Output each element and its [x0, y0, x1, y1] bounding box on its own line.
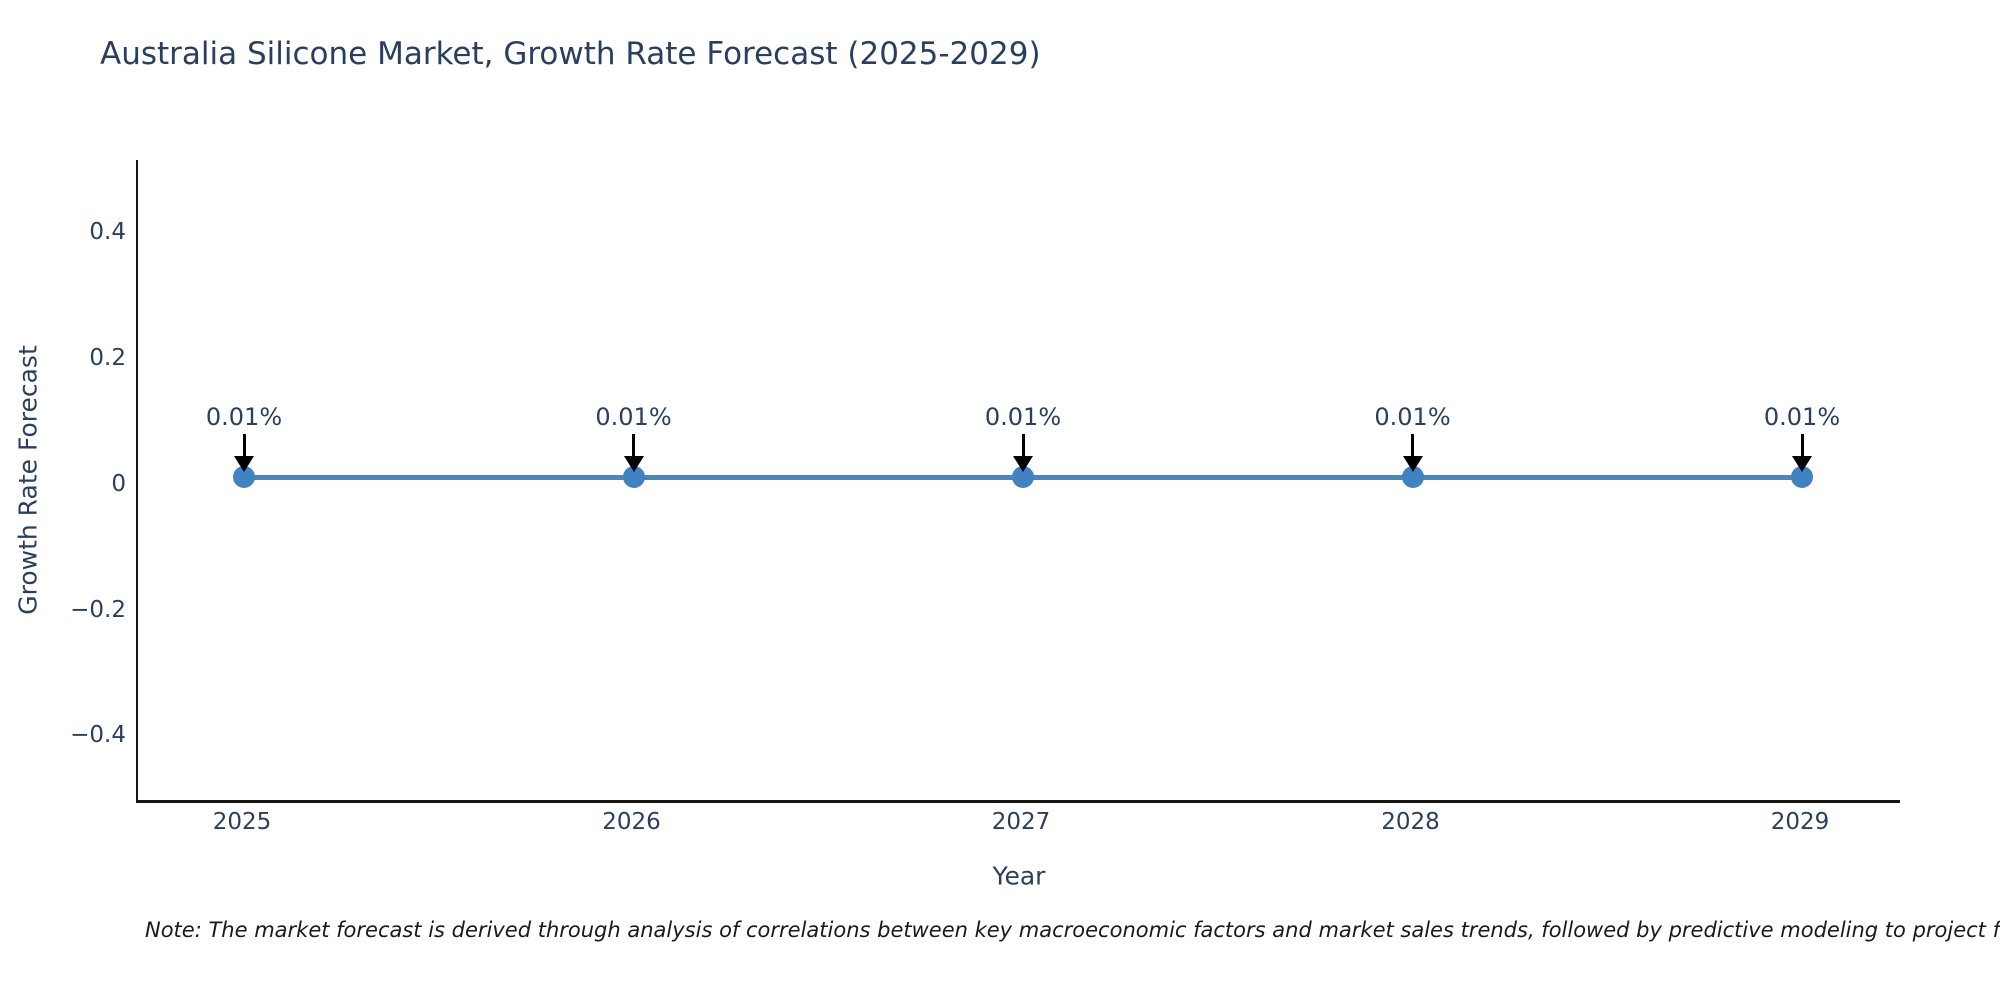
- down-arrow-shaft-icon: [1800, 434, 1804, 457]
- y-tick-label: −0.4: [70, 722, 126, 749]
- annotation-value-label: 0.01%: [1374, 403, 1451, 432]
- y-tick-label: 0.2: [89, 345, 126, 372]
- annotation-value-label: 0.01%: [595, 403, 672, 432]
- point-annotation: 0.01%: [564, 402, 704, 473]
- x-tick-label: 2028: [1381, 809, 1440, 835]
- x-tick-label: 2025: [212, 809, 272, 835]
- down-arrow-shaft-icon: [1411, 434, 1414, 457]
- y-tick-label: 0: [111, 470, 126, 497]
- down-arrow-shaft-icon: [1021, 434, 1025, 457]
- y-tick-label: −0.2: [70, 596, 126, 623]
- x-axis-title: Year: [992, 861, 1046, 891]
- point-annotation: 0.01%: [953, 402, 1093, 473]
- down-arrow-head-icon: [234, 456, 254, 473]
- down-arrow-head-icon: [1402, 456, 1423, 473]
- plot-area: 0.01% 0.01% 0.01% 0.01% 0.01%: [136, 160, 1900, 803]
- point-annotation: 0.01%: [1732, 402, 1872, 473]
- x-tick-label: 2026: [602, 809, 661, 835]
- annotation-value-label: 0.01%: [1763, 403, 1841, 432]
- down-arrow-shaft-icon: [632, 434, 635, 457]
- point-annotation: 0.01%: [1343, 402, 1483, 473]
- chart-title: Australia Silicone Market, Growth Rate F…: [100, 36, 1041, 72]
- x-tick-label: 2029: [1770, 809, 1830, 835]
- annotation-value-label: 0.01%: [205, 403, 283, 432]
- down-arrow-head-icon: [1013, 456, 1033, 473]
- footnote: Note: The market forecast is derived thr…: [145, 918, 2000, 942]
- down-arrow-head-icon: [1792, 456, 1812, 473]
- point-annotation: 0.01%: [174, 402, 314, 473]
- y-tick-label: 0.4: [89, 219, 126, 246]
- x-tick-label: 2027: [991, 809, 1051, 835]
- down-arrow-head-icon: [623, 456, 644, 473]
- down-arrow-shaft-icon: [242, 434, 246, 457]
- annotation-value-label: 0.01%: [984, 403, 1062, 432]
